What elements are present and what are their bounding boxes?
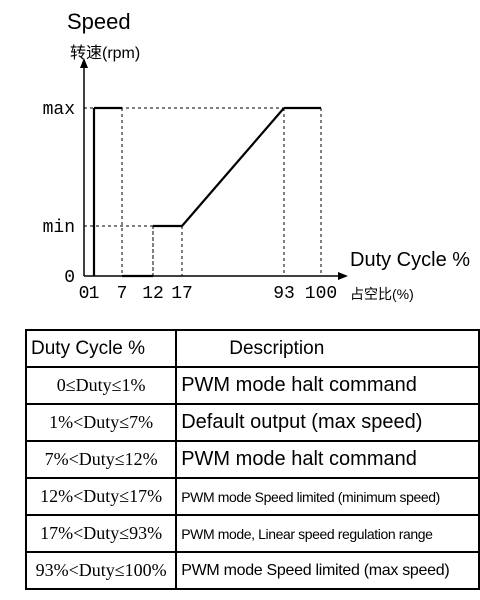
duty-range-cell: 0≤Duty≤1%: [24, 366, 178, 405]
x-tick-label: 100: [305, 284, 337, 304]
speed-chart: Speed 转速(rpm) Duty Cycle % 占空比(%) 0 1 7 12 1…: [43, 9, 471, 304]
x-tick-label: 93: [273, 284, 295, 304]
table-row: 7%<Duty≤12% PWM mode halt command: [24, 440, 480, 479]
duty-cycle-table: Duty Cycle % Description 0≤Duty≤1% PWM m…: [24, 329, 480, 590]
table-row: 93%<Duty≤100% PWM mode Speed limited (ma…: [24, 551, 480, 590]
x-tick-label: 17: [171, 284, 193, 304]
x-axis-arrow: [338, 272, 348, 280]
description-cell: PWM mode halt command: [175, 440, 480, 479]
x-tick-label: 0: [79, 284, 90, 304]
chart-title: Speed: [67, 9, 131, 34]
y-tick-label: 0: [64, 268, 75, 288]
x-tick-label: 12: [142, 284, 164, 304]
y-tick-label: max: [43, 100, 75, 120]
x-tick-label: 7: [117, 284, 128, 304]
duty-range-cell: 17%<Duty≤93%: [24, 514, 178, 553]
x-tick-label: 1: [89, 284, 100, 304]
description-cell: PWM mode Speed limited (minimum speed): [175, 477, 480, 516]
header-duty-cycle: Duty Cycle %: [24, 329, 178, 368]
x-axis-label-cn: 占空比(%): [350, 286, 414, 302]
table-row: 17%<Duty≤93% PWM mode, Linear speed regu…: [24, 514, 480, 553]
speed-curve-segment: [181, 107, 285, 227]
table-row: 1%<Duty≤7% Default output (max speed): [24, 403, 480, 442]
description-cell: PWM mode halt command: [175, 366, 480, 405]
duty-range-cell: 1%<Duty≤7%: [24, 403, 178, 442]
table-row: 12%<Duty≤17% PWM mode Speed limited (min…: [24, 477, 480, 516]
chart-marks: [92, 106, 321, 278]
duty-range-cell: 93%<Duty≤100%: [24, 551, 178, 590]
guide-lines: [84, 107, 322, 276]
y-axis-label: 转速(rpm): [70, 44, 140, 62]
duty-range-cell: 12%<Duty≤17%: [24, 477, 178, 516]
table-header-row: Duty Cycle % Description: [24, 329, 480, 368]
y-axis-arrow: [80, 58, 88, 68]
y-tick-label: min: [43, 218, 75, 238]
table-row: 0≤Duty≤1% PWM mode halt command: [24, 366, 480, 405]
description-cell: PWM mode, Linear speed regulation range: [175, 514, 480, 553]
description-cell: Default output (max speed): [175, 403, 480, 442]
header-description: Description: [175, 329, 480, 368]
x-axis-label: Duty Cycle %: [350, 249, 470, 271]
description-cell: PWM mode Speed limited (max speed): [175, 551, 480, 590]
duty-range-cell: 7%<Duty≤12%: [24, 440, 178, 479]
